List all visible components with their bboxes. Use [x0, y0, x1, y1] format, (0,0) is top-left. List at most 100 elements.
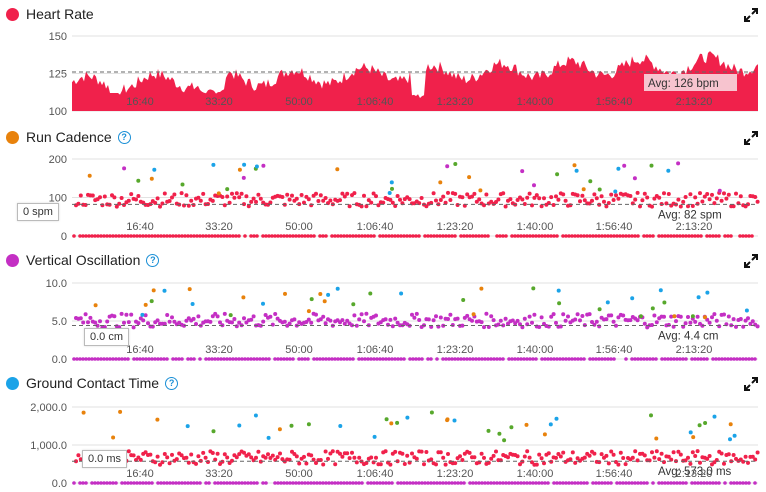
help-icon[interactable]: ? [117, 130, 131, 144]
data-point [539, 456, 544, 461]
data-point [207, 357, 211, 361]
data-point [676, 449, 681, 454]
data-point [174, 457, 179, 462]
outlier-point [155, 417, 160, 422]
data-point [678, 314, 683, 319]
data-point [299, 193, 304, 197]
data-point [231, 234, 235, 238]
data-point [162, 321, 167, 326]
outlier-point [479, 286, 484, 291]
data-point [594, 234, 598, 238]
data-point [72, 234, 76, 238]
vertical-oscillation-chart[interactable]: 10.0 5.0 0.0 Avg: 4.4 cm 16:40 33:20 50:00 1:06… [0, 246, 766, 369]
data-point [213, 311, 218, 316]
data-point [381, 234, 385, 238]
data-point [579, 481, 583, 485]
data-point [424, 204, 429, 209]
data-point [390, 234, 394, 238]
x-tick-label: 33:20 [205, 96, 233, 108]
data-point [108, 481, 112, 485]
data-point [156, 481, 160, 485]
data-point [423, 481, 427, 485]
data-point [270, 453, 275, 458]
data-point [722, 461, 726, 466]
data-point [412, 315, 417, 320]
data-point [186, 481, 190, 485]
data-point [753, 481, 757, 485]
data-point [375, 481, 379, 485]
data-point [276, 481, 280, 485]
heart-rate-chart[interactable]: 150 125 100 Avg: 126 bpm 16:40 33:20 50:00 1:06… [0, 0, 766, 123]
data-point [657, 457, 662, 462]
expand-icon[interactable] [744, 377, 758, 391]
data-point [696, 234, 700, 238]
data-point [316, 199, 321, 203]
data-point [186, 357, 190, 361]
data-point [204, 481, 208, 485]
data-point [678, 452, 683, 457]
data-point [743, 454, 748, 459]
data-point [618, 481, 622, 485]
outlier-point [151, 288, 156, 293]
data-point [712, 201, 717, 206]
data-point [676, 197, 681, 202]
x-tick-label: 1:56:40 [596, 344, 633, 356]
data-point [429, 357, 433, 361]
data-point [184, 193, 189, 198]
data-point [99, 357, 103, 361]
data-point [532, 312, 537, 317]
data-point [180, 357, 184, 361]
data-point [675, 234, 679, 238]
data-point [609, 357, 613, 361]
data-point [599, 194, 604, 199]
data-point [184, 455, 189, 460]
help-icon[interactable]: ? [146, 253, 160, 267]
run-cadence-chart[interactable]: 200 100 0 Avg: 82 spm 16:40 33:20 50:00 1:06:40… [0, 123, 766, 246]
data-point [456, 481, 460, 485]
data-point [522, 202, 527, 206]
data-point [165, 357, 169, 361]
data-point [111, 234, 115, 238]
data-point [294, 196, 299, 201]
ground-contact-time-chart[interactable]: 2,000.0 1,000.0 0.0 Avg: 573.0 ms 16:40 33:20… [0, 369, 766, 492]
data-point [357, 317, 362, 322]
data-point [285, 481, 289, 485]
ground-contact-time-panel: 2,000.0 1,000.0 0.0 Avg: 573.0 ms 16:40 33:20… [0, 369, 766, 492]
expand-icon[interactable] [744, 254, 758, 268]
data-point [240, 357, 244, 361]
data-point [243, 357, 247, 361]
data-point [258, 357, 262, 361]
data-point [458, 454, 462, 459]
outlier-point [542, 432, 547, 437]
data-point [684, 357, 688, 361]
data-point [171, 234, 175, 238]
data-point [594, 196, 599, 201]
data-point [243, 481, 247, 485]
data-point [594, 319, 599, 324]
data-point [171, 481, 175, 485]
data-point [336, 481, 340, 485]
data-point [196, 195, 201, 200]
expand-icon[interactable] [744, 131, 758, 145]
outlier-point [225, 187, 230, 192]
data-point [201, 234, 205, 238]
data-point [431, 318, 436, 323]
outlier-point [597, 187, 602, 192]
data-point [482, 203, 486, 208]
data-point [640, 198, 645, 203]
data-point [657, 234, 661, 238]
expand-icon[interactable] [744, 8, 758, 22]
ground-contact-time-title: Ground Contact Time [26, 375, 160, 391]
data-point [378, 234, 382, 238]
data-point [309, 203, 314, 208]
data-point [611, 319, 616, 324]
help-icon[interactable]: ? [165, 376, 179, 390]
outlier-point [613, 189, 618, 194]
outlier-point [691, 435, 696, 440]
data-point [324, 357, 328, 361]
data-point [345, 318, 350, 323]
data-point [659, 451, 664, 456]
data-point [225, 234, 229, 238]
data-point [479, 451, 484, 456]
data-point [369, 200, 374, 205]
